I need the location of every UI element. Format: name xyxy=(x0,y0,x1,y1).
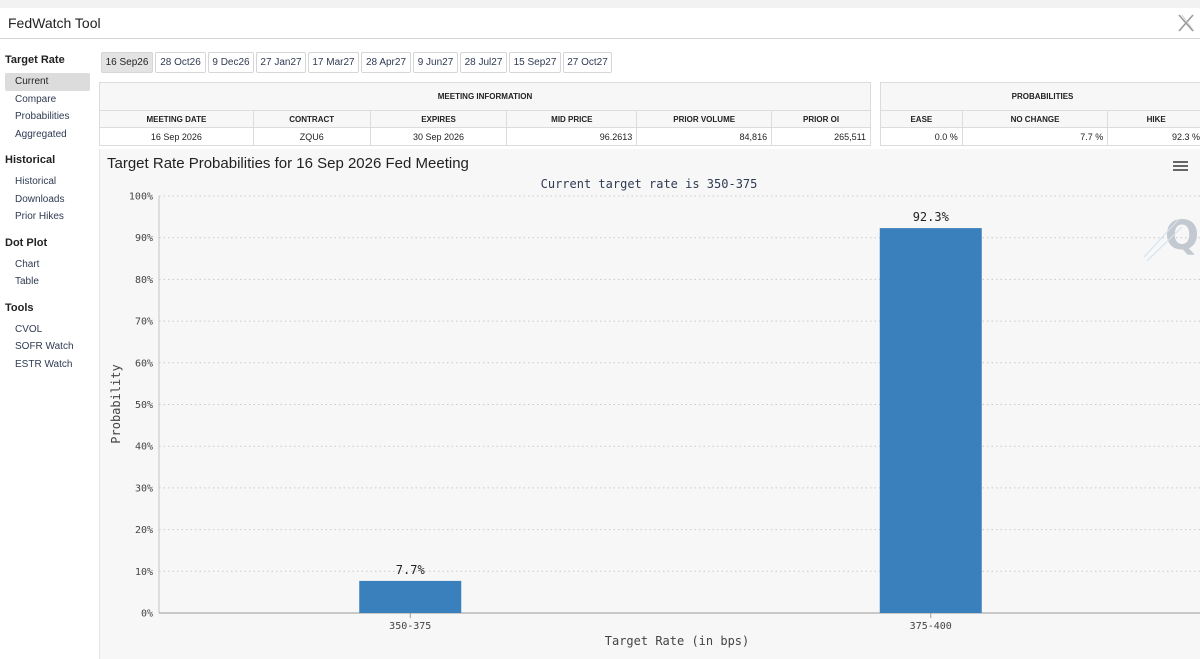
sidebar-item-historical[interactable]: Historical xyxy=(15,176,57,187)
sidebar: Target Rate Current Compare Probabilities Ag… xyxy=(0,52,96,373)
y-tick-label: 10% xyxy=(135,567,153,578)
sidebar-item-sofr-watch[interactable]: SOFR Watch xyxy=(15,341,74,352)
data-label: 92.3% xyxy=(913,210,950,224)
title-bar: FedWatch Tool xyxy=(0,8,1200,39)
y-tick-label: 70% xyxy=(135,317,153,328)
sidebar-item-table[interactable]: Table xyxy=(15,276,39,287)
chart-title: Target Rate Probabilities for 16 Sep 202… xyxy=(107,155,469,172)
meeting-information-heading: MEETING INFORMATION xyxy=(99,82,871,111)
watermark-logo: Q xyxy=(1165,213,1199,259)
watermark-swoosh xyxy=(1143,218,1183,262)
tab-9-dec26[interactable]: 9 Dec26 xyxy=(208,52,254,73)
sidebar-item-current[interactable]: Current xyxy=(5,73,90,91)
sidebar-gap xyxy=(0,226,96,235)
meeting-col-header: PRIOR VOLUME xyxy=(636,110,773,128)
sidebar-item-cvol[interactable]: CVOL xyxy=(15,323,43,335)
tab-28-jul27[interactable]: 28 Jul27 xyxy=(460,52,507,73)
probability-col-header: NO CHANGE xyxy=(961,110,1109,128)
probabilities-heading: PROBABILITIES xyxy=(880,82,1200,111)
close-icon[interactable] xyxy=(1176,12,1196,34)
tab-9-jun27[interactable]: 9 Jun27 xyxy=(413,52,458,73)
x-axis-title: Target Rate (in bps) xyxy=(605,634,750,648)
data-label: 7.7% xyxy=(396,563,426,577)
sidebar-item-downloads[interactable]: Downloads xyxy=(15,193,65,205)
meeting-cell: 84,816 xyxy=(636,127,773,146)
tab-27-jan27[interactable]: 27 Jan27 xyxy=(256,52,306,73)
y-tick-label: 20% xyxy=(135,525,153,536)
meeting-cell: ZQU6 xyxy=(252,127,371,146)
sidebar-item-chart[interactable]: Chart xyxy=(15,258,40,270)
bar-350-375 xyxy=(359,580,462,613)
chart-menu-icon[interactable] xyxy=(1172,158,1190,174)
meeting-cell: 16 Sep 2026 xyxy=(99,127,254,146)
probability-col-header: EASE xyxy=(880,110,963,128)
sidebar-heading-target-rate: Target Rate xyxy=(5,54,65,66)
y-axis-title: Probability xyxy=(109,364,123,443)
tab-15-sep27[interactable]: 15 Sep27 xyxy=(509,52,561,73)
tab-28-oct26[interactable]: 28 Oct26 xyxy=(155,52,206,73)
bar-375-400 xyxy=(879,228,982,613)
meeting-col-header: CONTRACT xyxy=(252,110,371,128)
y-tick-label: 0% xyxy=(141,609,153,620)
y-tick-label: 90% xyxy=(135,233,153,244)
x-tick-label: 375-400 xyxy=(910,621,952,632)
sidebar-item-estr-watch[interactable]: ESTR Watch xyxy=(15,358,73,370)
meeting-cell: 265,511 xyxy=(771,127,871,146)
y-tick-label: 50% xyxy=(135,400,153,411)
probabilities-table: PROBABILITIES EASE NO CHANGE HIKE 0.0 % 7.7… xyxy=(880,82,1200,146)
sidebar-item-prior-hikes[interactable]: Prior Hikes xyxy=(15,211,64,222)
x-tick-label: 350-375 xyxy=(389,621,431,632)
sidebar-heading-tools: Tools xyxy=(5,301,34,314)
meeting-col-header: PRIOR OI xyxy=(771,110,871,128)
probability-chart: Target Rate Probabilities for 16 Sep 202… xyxy=(107,155,1200,648)
meeting-col-header: EXPIRES xyxy=(369,110,508,128)
y-tick-label: 100% xyxy=(129,192,153,203)
tab-17-mar27[interactable]: 17 Mar27 xyxy=(308,52,359,73)
tab-16-sep26[interactable]: 16 Sep26 xyxy=(101,52,153,73)
y-tick-label: 30% xyxy=(135,483,153,494)
meeting-cell: 30 Sep 2026 xyxy=(369,127,508,146)
probability-cell: 92.3 % xyxy=(1107,127,1200,146)
tab-27-oct27[interactable]: 27 Oct27 xyxy=(563,52,612,73)
probability-cell: 0.0 % xyxy=(880,127,963,146)
sidebar-item-aggregated[interactable]: Aggregated xyxy=(15,128,67,140)
y-tick-label: 80% xyxy=(135,275,153,286)
sidebar-item-probabilities[interactable]: Probabilities xyxy=(15,111,70,122)
meeting-col-header: MID PRICE xyxy=(506,110,638,128)
chart-subtitle: Current target rate is 350-375 xyxy=(541,177,758,191)
y-tick-label: 60% xyxy=(135,358,153,369)
meeting-col-header: MEETING DATE xyxy=(99,110,254,128)
tab-28-apr27[interactable]: 28 Apr27 xyxy=(361,52,411,73)
sidebar-item-compare[interactable]: Compare xyxy=(15,93,57,105)
meeting-information-table: MEETING INFORMATION MEETING DATE CONTRACT… xyxy=(99,82,871,146)
sidebar-heading-historical: Historical xyxy=(5,154,56,166)
sidebar-gap xyxy=(0,143,96,152)
y-tick-label: 40% xyxy=(135,442,153,453)
top-strip xyxy=(0,0,1200,8)
sidebar-heading-dot-plot: Dot Plot xyxy=(5,236,48,249)
meeting-cell: 96.2613 xyxy=(506,127,638,146)
app-title: FedWatch Tool xyxy=(8,15,101,31)
probability-col-header: HIKE xyxy=(1107,110,1200,128)
sidebar-gap xyxy=(0,291,96,300)
probability-cell: 7.7 % xyxy=(961,127,1109,146)
